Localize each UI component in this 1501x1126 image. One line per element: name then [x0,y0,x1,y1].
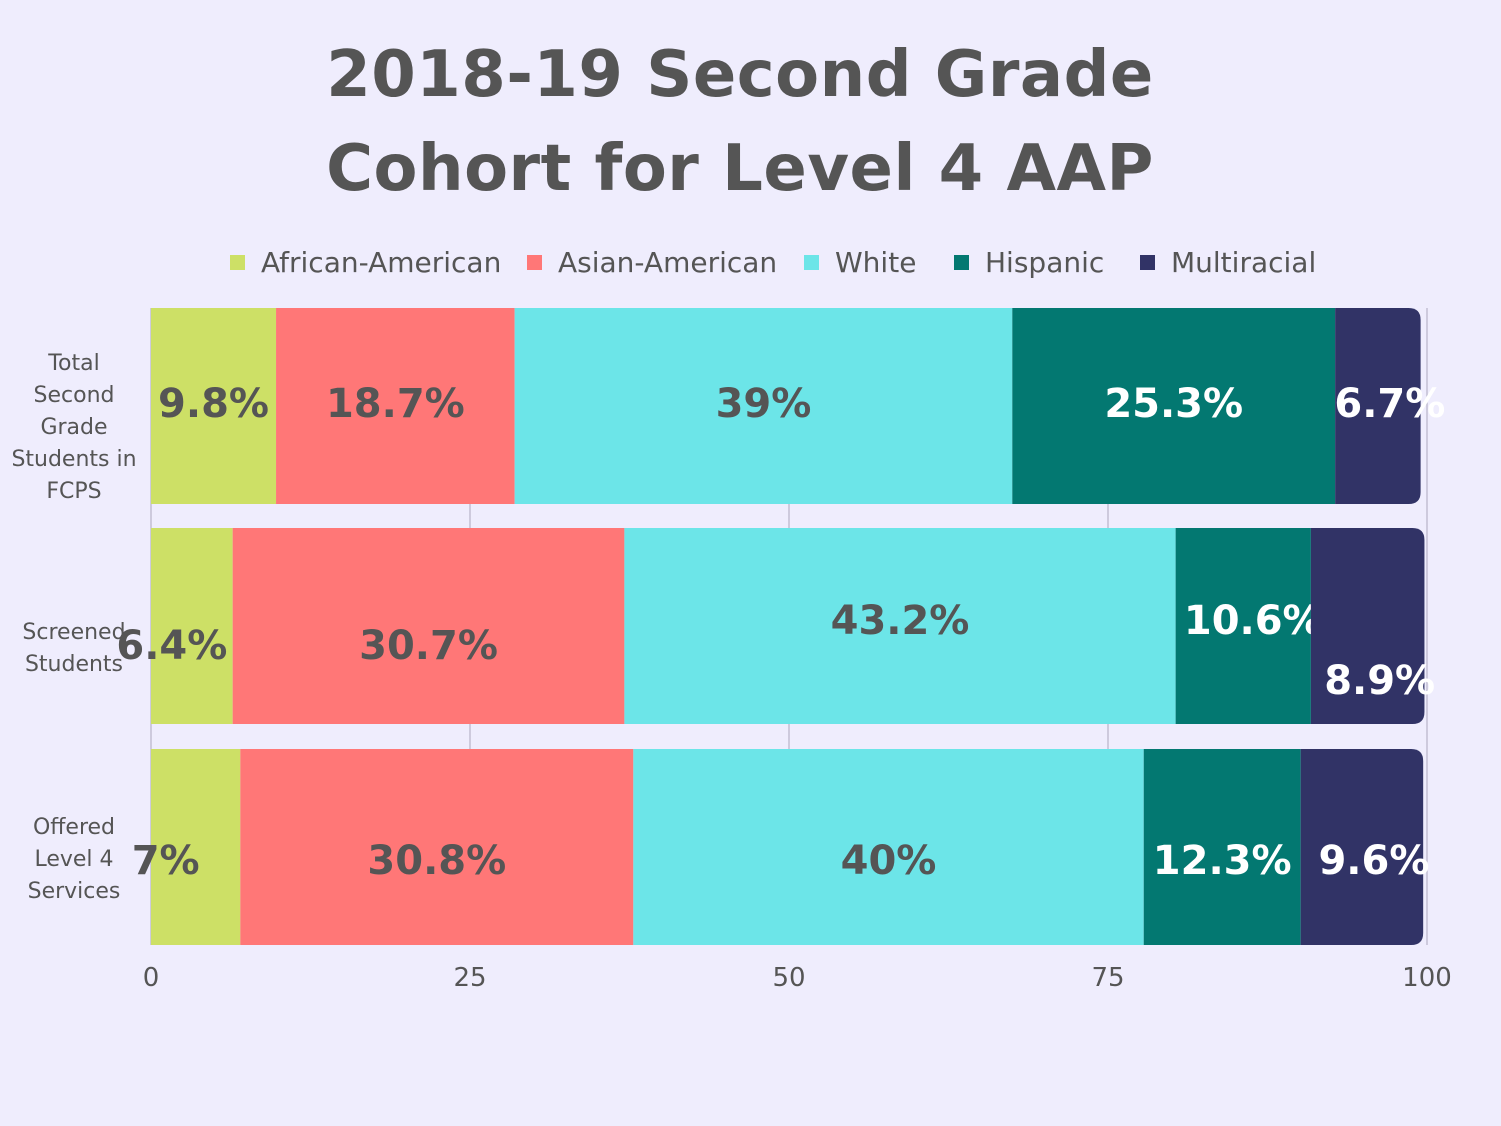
category-label-line: Services [27,879,121,904]
data-label: 6.4% [116,623,227,669]
bar-segment [1335,308,1421,504]
legend-label-african-american: African-American [261,245,502,279]
legend-item-hispanic: Hispanic [954,240,1104,284]
data-label: 8.9% [1324,658,1435,704]
bar-group-1: 6.4% 30.7% 43.2% 10.6%8.9% [116,528,1435,724]
x-tick-label: 50 [772,963,806,993]
data-label: 43.2% [831,598,970,644]
category-label: Offered Level 4 Services [4,812,144,908]
legend-swatch-asian-american [527,254,542,270]
bar-segment [151,528,233,724]
bar-segment [633,749,1144,945]
legend-swatch-african-american [230,254,245,270]
category-label: Screened Students [4,617,144,681]
chart-legend: African-American Asian-American White Hi… [0,240,1501,284]
legend-label-hispanic: Hispanic [985,245,1105,279]
legend-swatch-hispanic [954,254,969,270]
data-label: 12.3% [1153,838,1292,884]
bar-group-0: 9.8% 18.7% 39% 25.3% 6.7% [151,308,1445,504]
legend-label-white: White [835,245,917,279]
bar-segment [1310,528,1425,724]
x-tick-label: 25 [453,963,487,993]
bar-segment [1175,528,1311,724]
chart-title: 2018-19 Second Grade Cohort for Level 4 … [240,28,1240,216]
legend-item-african-american: African-American [230,240,501,284]
data-label: 39% [716,381,812,427]
chart-title-line-2: Cohort for Level 4 AAP [326,132,1154,206]
category-label-line: Grade [40,415,108,440]
data-label: 30.8% [367,838,506,884]
category-label-line: Second [33,383,115,408]
legend-item-multiracial: Multiracial [1140,240,1316,284]
category-label-line: Students in [11,447,137,472]
bar-segment [624,528,1176,724]
category-label: Total Second Grade Students in FCPS [4,348,144,508]
data-label: 7% [132,838,200,884]
category-label-line: Students [24,652,124,677]
bar-segment [1300,749,1424,945]
x-tick-label: 75 [1091,963,1125,993]
bar-segment [240,749,634,945]
data-label: 18.7% [326,381,465,427]
category-label-line: FCPS [46,479,102,504]
data-label: 40% [841,838,937,884]
x-tick-label: 100 [1402,963,1452,993]
bar-segment [151,749,241,945]
bar-segment [1143,749,1301,945]
bar-segment [1012,308,1336,504]
chart-title-line-1: 2018-19 Second Grade [326,38,1154,112]
category-label-line: Offered [32,815,116,840]
x-tick-label: 0 [142,963,160,993]
data-label: 6.7% [1334,381,1445,427]
bar-group-2: 7% 30.8% 40% 12.3% 9.6% [132,749,1429,945]
bar-segment [276,308,515,504]
data-label: 9.6% [1318,838,1429,884]
data-label: 10.6% [1184,598,1323,644]
category-label-line: Level 4 [34,847,114,872]
legend-label-multiracial: Multiracial [1171,245,1317,279]
bar-segment [151,308,277,504]
data-label: 25.3% [1104,381,1243,427]
bar-segment [514,308,1013,504]
legend-swatch-white [804,254,819,270]
legend-item-white: White [804,240,916,284]
bar-segment [232,528,625,724]
legend-swatch-multiracial [1140,254,1155,270]
category-label-line: Screened [22,620,126,645]
legend-label-asian-american: Asian-American [558,245,778,279]
data-label: 30.7% [359,623,498,669]
category-label-line: Total [48,351,100,376]
data-label: 9.8% [158,381,269,427]
legend-item-asian-american: Asian-American [527,240,777,284]
